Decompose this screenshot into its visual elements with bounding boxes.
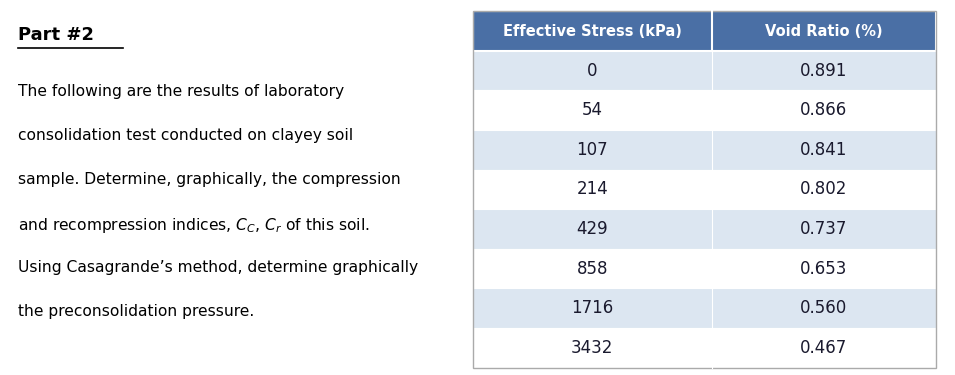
FancyBboxPatch shape bbox=[473, 51, 936, 90]
FancyBboxPatch shape bbox=[473, 130, 936, 170]
Text: 0.560: 0.560 bbox=[800, 299, 847, 317]
Text: 1716: 1716 bbox=[571, 299, 613, 317]
Text: 0.841: 0.841 bbox=[800, 141, 847, 159]
Text: 0.737: 0.737 bbox=[800, 220, 847, 238]
Text: 0.802: 0.802 bbox=[800, 180, 847, 198]
Text: 107: 107 bbox=[577, 141, 608, 159]
FancyBboxPatch shape bbox=[473, 209, 936, 249]
Text: Part #2: Part #2 bbox=[18, 26, 94, 44]
FancyBboxPatch shape bbox=[473, 170, 936, 209]
Text: Effective Stress (kPa): Effective Stress (kPa) bbox=[502, 24, 682, 39]
FancyBboxPatch shape bbox=[473, 328, 936, 368]
Text: consolidation test conducted on clayey soil: consolidation test conducted on clayey s… bbox=[18, 128, 353, 143]
Text: 0.866: 0.866 bbox=[800, 101, 847, 119]
Text: and recompression indices, $C_C$, $C_r$ of this soil.: and recompression indices, $C_C$, $C_r$ … bbox=[18, 216, 370, 235]
Text: 858: 858 bbox=[577, 260, 608, 278]
Text: 3432: 3432 bbox=[571, 339, 613, 357]
FancyBboxPatch shape bbox=[473, 288, 936, 328]
Text: Void Ratio (%): Void Ratio (%) bbox=[765, 24, 882, 39]
Text: 429: 429 bbox=[577, 220, 608, 238]
FancyBboxPatch shape bbox=[473, 90, 936, 130]
FancyBboxPatch shape bbox=[473, 11, 936, 51]
Text: sample. Determine, graphically, the compression: sample. Determine, graphically, the comp… bbox=[18, 172, 401, 187]
Text: 0.891: 0.891 bbox=[800, 62, 847, 80]
Text: 0.467: 0.467 bbox=[800, 339, 847, 357]
Text: 214: 214 bbox=[576, 180, 608, 198]
FancyBboxPatch shape bbox=[473, 249, 936, 288]
Text: Using Casagrande’s method, determine graphically: Using Casagrande’s method, determine gra… bbox=[18, 260, 418, 275]
Text: 0: 0 bbox=[587, 62, 598, 80]
Text: 0.653: 0.653 bbox=[800, 260, 847, 278]
Text: 54: 54 bbox=[582, 101, 603, 119]
Text: the preconsolidation pressure.: the preconsolidation pressure. bbox=[18, 304, 254, 319]
Text: The following are the results of laboratory: The following are the results of laborat… bbox=[18, 84, 344, 99]
